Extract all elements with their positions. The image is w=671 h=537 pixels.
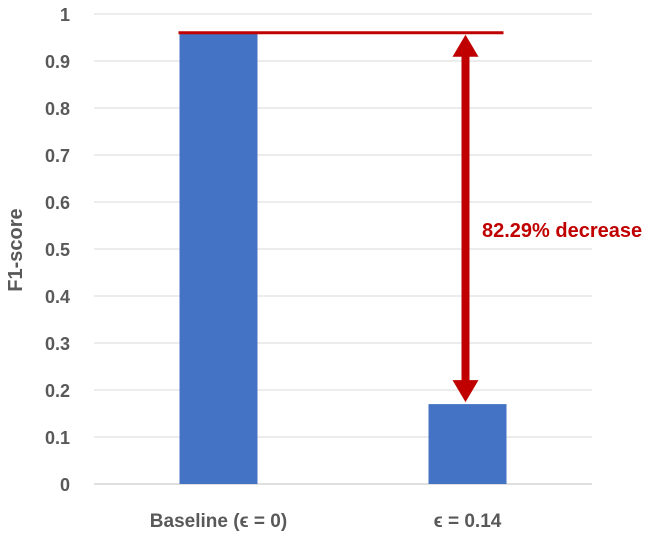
category-label: ϵ = 0.14: [434, 511, 502, 532]
y-tick-labels: 0 0.1 0.2 0.3 0.4 0.5 0.6 0.7 0.8 0.9 1: [45, 5, 70, 495]
bar: [428, 404, 507, 484]
y-tick-label: 0.5: [45, 240, 70, 260]
y-tick-label: 0.3: [45, 334, 70, 354]
y-tick-label: 0.6: [45, 193, 70, 213]
bars: [179, 32, 507, 485]
y-tick-label: 0.8: [45, 99, 70, 119]
bar: [179, 32, 258, 485]
category-label: Baseline (ϵ = 0): [150, 511, 287, 532]
y-tick-label: 0.9: [45, 52, 70, 72]
arrow-head-down: [452, 380, 479, 403]
y-tick-label: 0.2: [45, 381, 70, 401]
arrow-head-up: [452, 34, 479, 57]
annotation-label: 82.29% decrease: [482, 220, 642, 242]
y-tick-label: 1: [60, 5, 70, 25]
gridlines: [94, 13, 592, 485]
y-tick-label: 0.7: [45, 146, 70, 166]
category-labels: Baseline (ϵ = 0) ϵ = 0.14: [150, 511, 502, 532]
y-tick-label: 0.1: [45, 428, 70, 448]
decrease-annotation: 82.29% decrease: [178, 31, 642, 403]
y-axis-title: F1-score: [5, 208, 27, 291]
y-tick-label: 0: [60, 475, 70, 495]
y-tick-label: 0.4: [45, 287, 70, 307]
